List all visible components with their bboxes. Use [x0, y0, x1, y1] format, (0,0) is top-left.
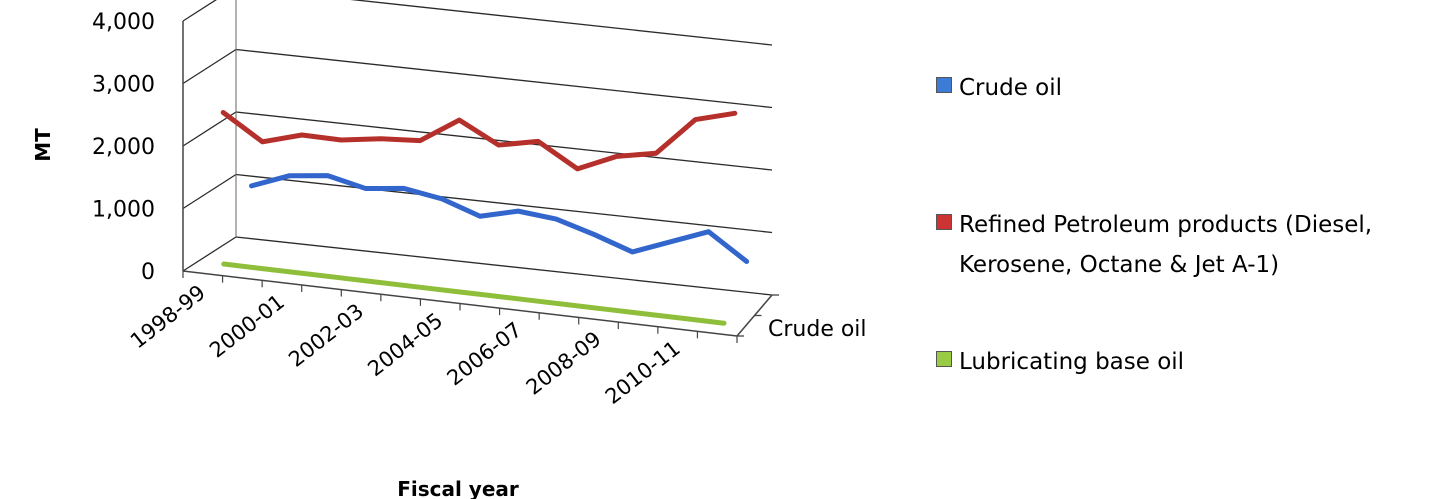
gridline	[235, 236, 773, 296]
gridline-side	[182, 236, 237, 272]
series-line	[221, 261, 727, 326]
gridline-side	[182, 173, 237, 210]
x-tick-label: 2000-01	[205, 290, 289, 363]
series-line	[249, 173, 750, 265]
y-tick-label: 4,000	[92, 10, 155, 35]
gridline	[235, 48, 773, 109]
legend-swatch-crude-oil	[936, 77, 952, 93]
y-axis-title: MT	[31, 128, 55, 162]
legend-item-lubricating-base-oil: Lubricating base oil	[936, 342, 1389, 382]
y-tick-labels: 4,000 3,000 2,000 1,000 0	[92, 10, 155, 285]
gridline-side	[182, 0, 217, 22]
x-tick-label: 2006-07	[443, 317, 527, 390]
series-2	[221, 261, 727, 326]
depth-axis-label: Crude oil	[768, 317, 867, 342]
legend-swatch-refined-petroleum	[936, 214, 952, 230]
gridline	[350, 0, 773, 46]
gridline	[235, 173, 773, 234]
legend-label-refined-petroleum: Refined Petroleum products (Diesel, Kero…	[959, 212, 1373, 278]
x-tick-label: 2004-05	[363, 308, 447, 381]
legend-label-lubricating-base-oil: Lubricating base oil	[959, 349, 1185, 375]
x-tick-label: 2010-11	[601, 336, 685, 409]
series-layer	[220, 109, 750, 326]
gridline-side	[182, 48, 237, 85]
x-axis-title: Fiscal year	[397, 477, 519, 499]
series-line	[220, 109, 738, 172]
y-tick-label: 2,000	[92, 135, 155, 160]
legend-label-crude-oil: Crude oil	[959, 75, 1063, 101]
series-1	[220, 109, 738, 172]
legend-item-crude-oil: Crude oil	[936, 68, 1389, 108]
series-0	[249, 173, 750, 265]
y-tick-label: 1,000	[92, 198, 155, 223]
legend-swatch-lubricating-base-oil	[936, 351, 952, 367]
x-tick-label: 2002-03	[284, 299, 368, 372]
chart-axes	[182, 0, 779, 343]
legend-item-refined-petroleum: Refined Petroleum products (Diesel, Kero…	[936, 205, 1389, 285]
gridline	[235, 111, 773, 171]
gridlines	[182, 0, 773, 296]
x-tick-label: 2008-09	[522, 327, 606, 400]
y-tick-label: 0	[141, 260, 155, 285]
y-tick-label: 3,000	[92, 73, 155, 98]
x-tick-label: 1998-99	[126, 280, 210, 353]
x-tick-labels: 1998-992000-012002-032004-052006-072008-…	[126, 280, 685, 409]
